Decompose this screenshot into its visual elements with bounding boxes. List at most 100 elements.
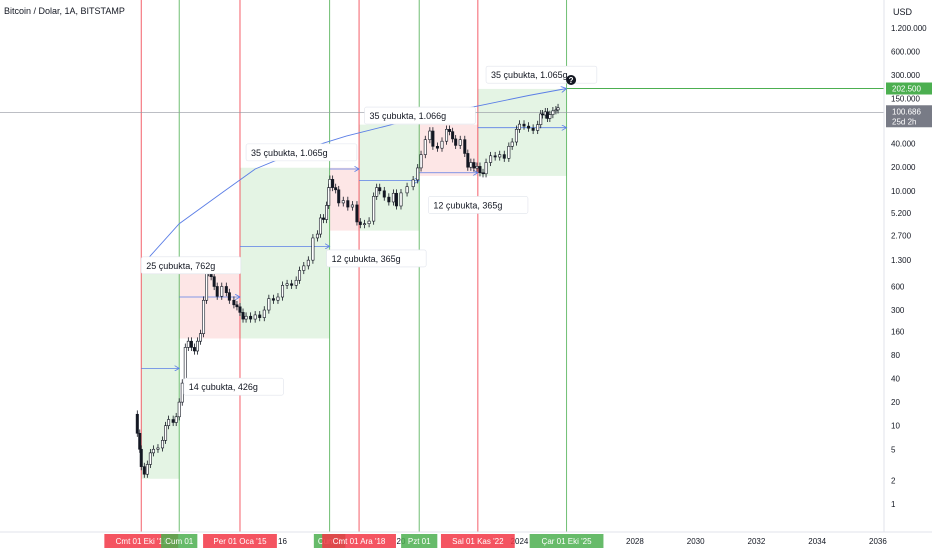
candle-body — [145, 464, 149, 475]
candle-body — [536, 124, 540, 131]
x-tick-label: 2024 — [511, 537, 529, 546]
date-label-badge-5 — [401, 534, 438, 548]
candle-body — [448, 129, 452, 132]
candle-body — [238, 306, 242, 313]
date-label-text-1: Cum 01 — [165, 537, 194, 546]
candle-body — [346, 200, 350, 208]
candle-body — [318, 217, 322, 235]
candle-body — [235, 304, 239, 308]
y-tick-label: 5 — [891, 445, 896, 454]
y-tick-label: 5.200 — [891, 209, 912, 218]
date-label-text-4: Cmt 01 Ara '18 — [333, 537, 386, 546]
candle-body — [276, 296, 280, 301]
candle-body — [367, 220, 371, 225]
y-tick-label: 600 — [891, 282, 905, 291]
candle-body — [164, 425, 168, 441]
candle-body — [271, 298, 275, 301]
candle-body — [358, 221, 362, 225]
candle-body — [435, 146, 439, 149]
candle-body — [151, 448, 155, 454]
candle-body — [458, 139, 462, 146]
candle-body — [466, 153, 470, 168]
annotation-box-4 — [364, 106, 476, 125]
projection-arc — [140, 89, 566, 267]
candle-body — [328, 179, 332, 188]
candle-body — [161, 440, 165, 449]
candle-body — [469, 162, 473, 168]
x-tick-label: 16 — [278, 537, 287, 546]
candle-body — [177, 401, 181, 418]
candle-body — [334, 187, 338, 191]
y-tick-label: 40.000 — [891, 140, 916, 149]
candle-body — [180, 382, 184, 403]
candle-body — [554, 109, 558, 112]
candle-body — [244, 315, 248, 320]
candle-body — [311, 237, 315, 261]
candle-body — [531, 127, 535, 131]
candle-body — [545, 111, 549, 119]
candle-body — [205, 272, 209, 301]
candle-body — [498, 154, 502, 158]
candle-body — [249, 315, 253, 320]
candle-body — [183, 347, 187, 384]
candle-body — [489, 155, 493, 163]
candle-body — [220, 286, 224, 297]
candle-body — [294, 279, 298, 286]
annotation-label-2: 35 çubukta, 1.065g — [251, 148, 328, 158]
y-tick-label: 40 — [891, 375, 900, 384]
date-label-badge-2 — [203, 534, 277, 548]
current-price-badge — [886, 105, 932, 128]
candle-body — [331, 179, 335, 188]
candle-body — [556, 107, 560, 111]
date-label-badge-7 — [529, 534, 604, 548]
candle-body — [372, 196, 376, 222]
y-tick-label: 2.700 — [891, 231, 912, 240]
date-label-text-6: Sal 01 Kas '22 — [452, 537, 504, 546]
candle-body — [202, 299, 206, 334]
candle-body — [198, 333, 202, 342]
y-tick-label: 20 — [891, 398, 900, 407]
candle-body — [232, 299, 236, 306]
candle-body — [262, 309, 266, 318]
candle-body — [416, 167, 420, 181]
candle-body — [281, 285, 285, 298]
candle-body — [475, 166, 479, 169]
candle-body — [363, 223, 367, 226]
candle-body — [423, 139, 427, 155]
annotation-box-3 — [326, 249, 427, 268]
candle-body — [493, 155, 497, 158]
candle-body — [139, 448, 143, 467]
chart-title: Bitcoin / Dolar, 1A, BITSTAMP — [4, 6, 125, 16]
target-price-value: 202.500 — [892, 85, 921, 94]
candle-body — [325, 205, 329, 220]
currency-label: USD — [893, 7, 913, 17]
y-tick-label: 2 — [891, 476, 896, 485]
x-tick-label: 2030 — [687, 537, 705, 546]
x-tick-label: 2028 — [626, 537, 644, 546]
candle-body — [391, 192, 395, 203]
y-tick-label: 600.000 — [891, 48, 920, 57]
candle-body — [382, 190, 386, 198]
y-tick-label: 80 — [891, 351, 900, 360]
y-tick-label: 10 — [891, 422, 900, 431]
target-price-badge — [886, 82, 932, 95]
question-marker — [566, 75, 577, 86]
candle-body — [355, 204, 359, 223]
date-label-badge-6 — [440, 534, 515, 548]
candle-body — [419, 154, 423, 169]
candle-body — [171, 419, 175, 423]
candle-body — [306, 259, 310, 267]
y-tick-label: 20.000 — [891, 163, 916, 172]
candle-body — [253, 314, 257, 320]
annotation-label-0: 25 çubukta, 762g — [146, 261, 215, 271]
annotation-box-0 — [140, 256, 242, 275]
candle-body — [428, 130, 432, 140]
annotation-box-1 — [183, 377, 284, 396]
candle-body — [186, 340, 190, 348]
y-tick-label: 10.000 — [891, 187, 916, 196]
x-tick-label: 2034 — [808, 537, 826, 546]
candle-body — [350, 204, 354, 208]
candle-body — [298, 270, 302, 281]
candle-body — [514, 129, 518, 143]
